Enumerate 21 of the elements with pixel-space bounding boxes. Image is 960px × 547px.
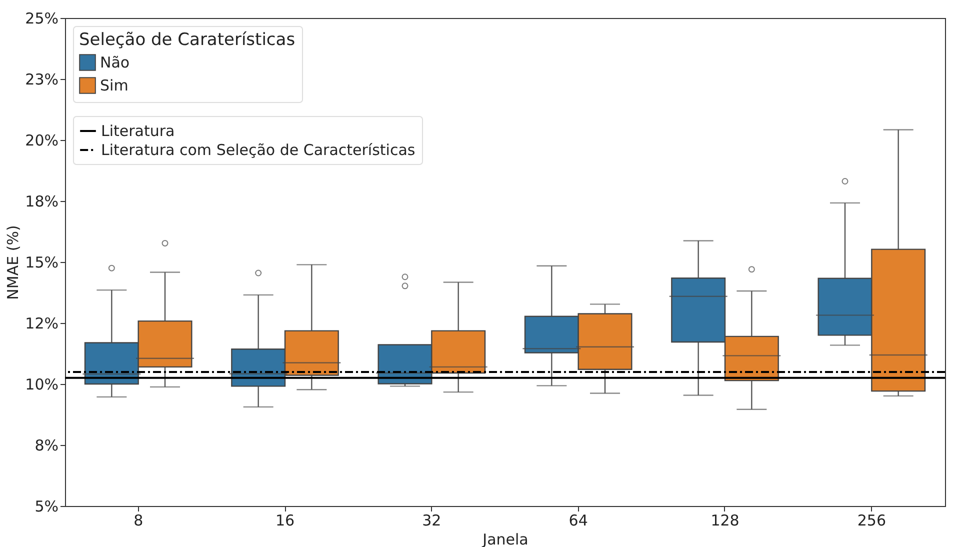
x-tick-label: 64 (568, 512, 588, 530)
legend-label: Sim (100, 76, 128, 94)
y-tick-label: 18% (25, 192, 58, 210)
legend-label: Não (100, 54, 130, 72)
legend-title: Seleção de Caraterísticas (79, 30, 296, 50)
legend-label: Literatura (101, 122, 175, 140)
y-tick-label: 15% (25, 254, 58, 272)
y-tick-label: 25% (25, 10, 58, 28)
y-tick-label: 10% (25, 376, 58, 394)
x-tick-label: 32 (422, 512, 442, 530)
y-tick-label: 5% (34, 498, 58, 516)
y-tick-label: 23% (25, 70, 58, 88)
x-tick-label: 8 (134, 512, 144, 530)
legend-label: Literatura com Seleção de Características (101, 141, 416, 159)
y-tick-label: 12% (25, 314, 58, 332)
x-tick-label: 128 (710, 512, 740, 530)
y-tick-label: 8% (34, 436, 58, 454)
x-tick-label: 16 (275, 512, 295, 530)
x-tick-label: 256 (857, 512, 886, 530)
y-tick-label: 20% (25, 132, 58, 150)
y-axis-title: NMAE (%) (4, 225, 22, 300)
